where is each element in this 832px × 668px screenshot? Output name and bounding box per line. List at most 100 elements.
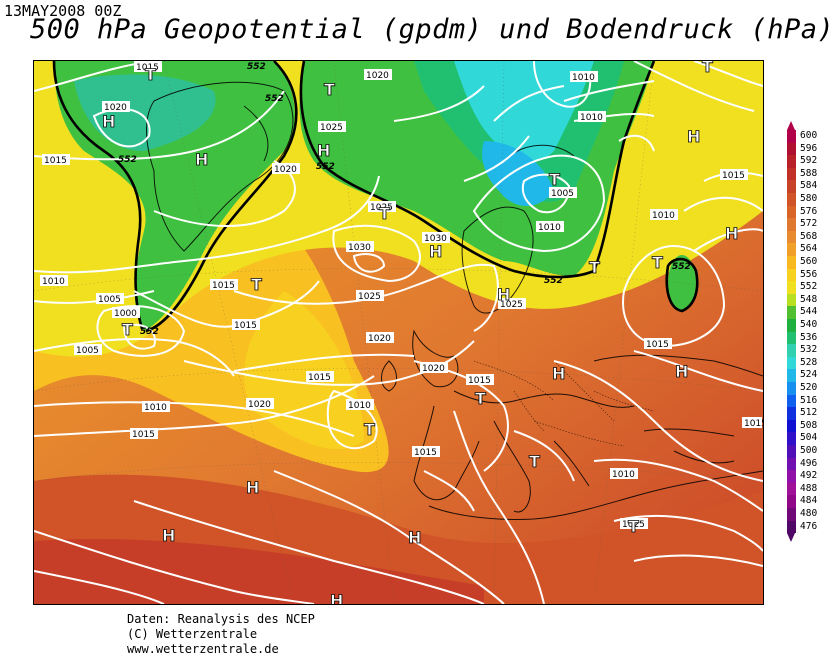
isobar-label: 1015 (42, 154, 70, 166)
legend-swatch (787, 508, 796, 521)
legend-swatch (787, 344, 796, 357)
legend-label: 492 (800, 470, 818, 482)
legend-swatch (787, 268, 796, 282)
height-band-588 (34, 539, 484, 604)
isobar-label: 1030 (346, 241, 374, 253)
legend-swatch (787, 520, 796, 534)
low-center: T (529, 452, 540, 471)
legend-label: 592 (800, 155, 818, 167)
high-center: H (246, 478, 259, 497)
svg-text:1010: 1010 (538, 223, 561, 233)
svg-text:1000: 1000 (114, 309, 137, 319)
height-label: 552 (265, 94, 284, 104)
legend-label: 508 (800, 419, 818, 431)
legend-swatch (787, 419, 796, 433)
low-center: T (628, 517, 639, 536)
high-center: H (497, 285, 510, 304)
legend-label: 500 (800, 445, 818, 456)
isobar-label: 1025 (356, 290, 384, 302)
legend-label: 600 (800, 130, 818, 141)
isobar-label: 1015 (742, 417, 763, 429)
legend-swatch (787, 306, 796, 319)
svg-text:1020: 1020 (368, 334, 391, 344)
isobar-label: 1010 (570, 71, 598, 83)
high-center: H (725, 224, 738, 243)
isobar-label: 1000 (112, 307, 140, 319)
height-label: 552 (316, 162, 335, 172)
legend-label: 556 (800, 268, 818, 280)
legend-entry: 556 (783, 268, 832, 282)
low-center: T (324, 80, 335, 99)
legend-label: 588 (800, 167, 818, 179)
legend-entry: 480 (783, 508, 832, 521)
legend-entry: 520 (783, 382, 832, 395)
legend-entry: 540 (783, 319, 832, 332)
legend-entry: 596 (783, 142, 832, 156)
svg-text:1005: 1005 (98, 295, 121, 305)
legend-label: 528 (800, 356, 818, 368)
isobars (34, 61, 763, 604)
svg-text:1030: 1030 (424, 234, 447, 244)
legend-swatch (787, 230, 796, 244)
isobar-label: 1020 (364, 69, 392, 81)
isobar-label: 1015 (644, 338, 672, 350)
low-center: T (251, 275, 262, 294)
isobar-label: 1005 (549, 187, 577, 199)
svg-text:1015: 1015 (646, 340, 669, 350)
isobar-label: 1025 (368, 201, 396, 213)
isobar-label: 1010 (610, 468, 638, 480)
legend-label: 552 (800, 281, 818, 293)
svg-text:1015: 1015 (132, 430, 155, 440)
height-label: 552 (544, 276, 563, 286)
contour-552 (52, 61, 699, 333)
isobar-label: 1015 (720, 169, 748, 181)
svg-text:1010: 1010 (348, 401, 371, 411)
isobar-label: 1015 (134, 61, 162, 73)
legend-swatch (787, 432, 796, 445)
legend-swatch (787, 167, 796, 181)
analysis-datetime: 13MAY2008 00Z (4, 2, 122, 20)
legend-swatch (787, 457, 796, 471)
svg-text:1015: 1015 (414, 448, 437, 458)
weather-map[interactable]: 1015 1020 1020 1015 1025 1020 1025 1030 … (33, 60, 764, 605)
credits: Daten: Reanalysis des NCEP (C) Wetterzen… (127, 612, 315, 657)
high-center: H (552, 364, 565, 383)
trough-greenland-536 (74, 74, 216, 151)
svg-text:1025: 1025 (370, 203, 393, 213)
legend-swatch (787, 407, 796, 420)
legend-swatch (787, 319, 796, 332)
legend-label: 548 (800, 293, 818, 305)
legend-entry: 536 (783, 331, 832, 345)
legend-label: 512 (800, 407, 818, 419)
isobar-label: 1020 (246, 398, 274, 410)
legend-swatch (787, 369, 796, 382)
legend-label: 480 (800, 508, 818, 519)
credits-website[interactable]: www.wetterzentrale.de (127, 642, 279, 656)
legend-entry: 544 (783, 306, 832, 319)
isobar-label: 1020 (420, 362, 448, 374)
height-label: 552 (140, 327, 159, 337)
map-title: 500 hPa Geopotential (gpdm) und Bodendru… (30, 14, 832, 45)
high-center: H (429, 242, 442, 261)
height-band-556 (244, 291, 364, 450)
high-center: H (195, 150, 208, 169)
svg-text:1025: 1025 (500, 300, 523, 310)
credits-data-source: Daten: Reanalysis des NCEP (127, 612, 315, 626)
legend-swatch (787, 218, 796, 231)
legend-swatch (787, 470, 796, 483)
legend-label: 488 (800, 482, 818, 494)
legend-label: 544 (800, 306, 818, 318)
isobar-label: 1005 (96, 293, 124, 305)
legend-bottom-arrow (787, 533, 795, 542)
svg-text:1025: 1025 (358, 292, 381, 302)
low-center: T (549, 170, 560, 189)
low-center: H (687, 127, 700, 146)
legend-swatch (787, 482, 796, 496)
legend-label: 516 (800, 394, 818, 406)
isobar-label: 1015 (210, 279, 238, 291)
cutoff-low-east (668, 255, 696, 311)
svg-text:1015: 1015 (234, 321, 257, 331)
legend-swatch (787, 180, 796, 193)
legend-entry: 504 (783, 432, 832, 445)
legend-swatch (787, 193, 796, 206)
